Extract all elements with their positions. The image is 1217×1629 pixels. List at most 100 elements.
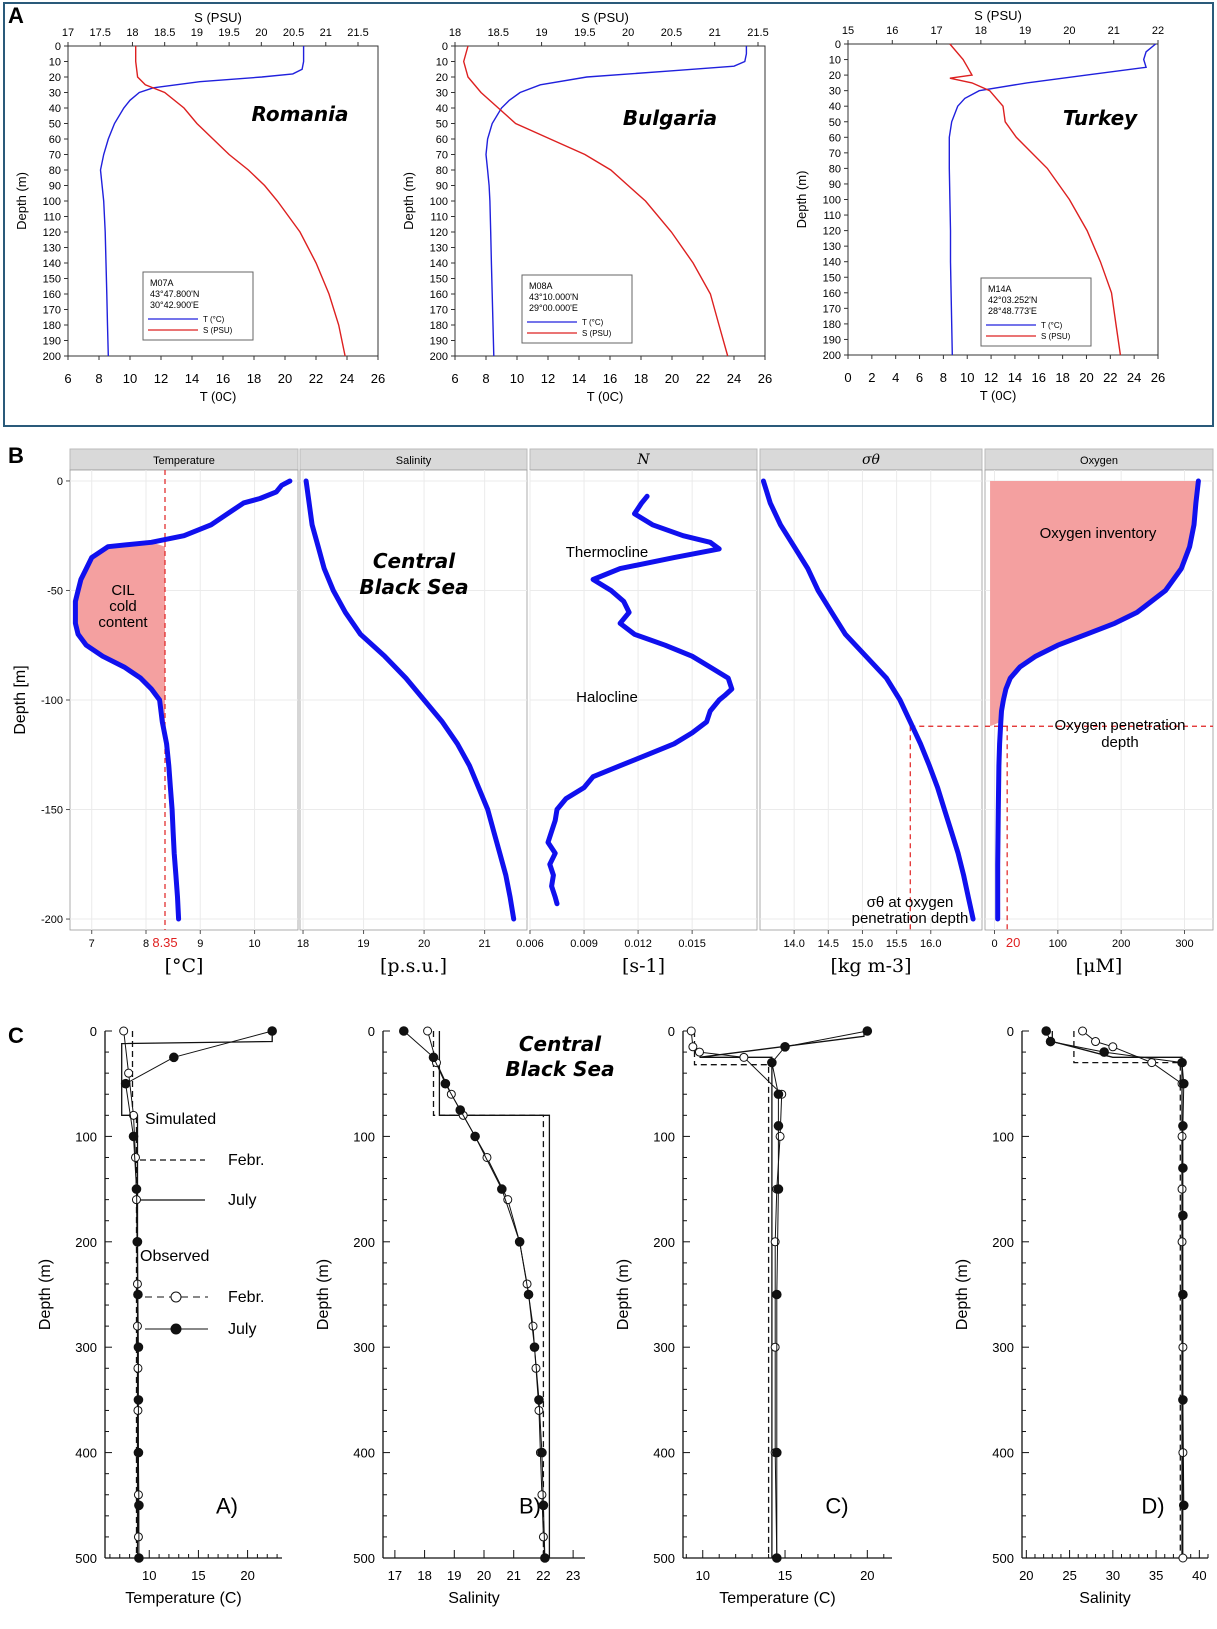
temperature-tick-label: 26 (1151, 370, 1165, 385)
legend-july-observed-label: July (228, 1321, 256, 1338)
x-tick-label: 8 (143, 938, 149, 950)
x-tick-label: 17 (388, 1568, 402, 1583)
salinity-tick-label: 17 (62, 27, 74, 39)
observed-july-marker (1178, 1289, 1188, 1300)
salinity-tick-label: 15 (842, 25, 854, 37)
salinity-tick-label: 21.5 (347, 27, 368, 39)
observed-july-marker (128, 1131, 139, 1142)
salinity-tick-label: 19 (191, 27, 203, 39)
observed-july-line (1045, 1030, 1185, 1506)
x-tick-label: 10 (248, 938, 260, 950)
observed-february-marker (1178, 1553, 1188, 1563)
depth-tick-label: 190 (823, 334, 841, 346)
salinity-tick-label: 17.5 (90, 27, 111, 39)
observed-february-marker (1177, 1131, 1187, 1141)
observed-july-marker (134, 1553, 144, 1563)
observed-july-marker (767, 1057, 777, 1068)
depth-tick-label: 160 (43, 289, 61, 301)
depth-tick-label: 200 (823, 350, 841, 362)
salinity-tick-label: 19 (535, 27, 547, 39)
y-axis-label: Depth (m) (615, 1259, 632, 1330)
temperature-tick-label: 18 (1055, 370, 1069, 385)
depth-tick-label: 50 (436, 119, 448, 131)
observed-july-marker (470, 1131, 480, 1142)
x-tick-label: 15 (191, 1568, 205, 1583)
ts-profile-romania: 0 10 20 30 40 50 60 70 80 90 100 110 120 130 140 150 160… (14, 10, 385, 404)
x-tick-label: 15.0 (852, 938, 873, 950)
y-tick-label: -100 (41, 695, 63, 707)
depth-tick-label: 140 (823, 257, 841, 269)
legend-salinity-label: S (PSU) (1041, 332, 1071, 341)
temperature-tick-label: 22 (309, 371, 323, 386)
observed-july-marker (133, 1342, 144, 1352)
salinity-tick-label: 19.5 (574, 27, 595, 39)
x-tick-label: 35 (1149, 1568, 1163, 1583)
y-tick-label: 100 (75, 1129, 97, 1144)
temperature-tick-label: 14 (185, 371, 199, 386)
observed-february-marker (130, 1152, 140, 1162)
observed-july-line (771, 1030, 868, 1558)
y-tick-label: 400 (653, 1446, 675, 1461)
facet-b_oxygen: Oxygen 0 100 200 300 [μM] 20 Oxygen inventory Ox… (984, 448, 1214, 977)
y-tick-label: 100 (353, 1129, 375, 1144)
depth-tick-label: 150 (823, 272, 841, 284)
observed-february-marker (119, 1026, 129, 1036)
depth-tick-label: 130 (823, 241, 841, 253)
observed-february-marker (1108, 1042, 1118, 1052)
temperature-tick-label: 12 (984, 370, 998, 385)
observed-july-marker (514, 1237, 525, 1247)
depth-tick-label: 90 (49, 181, 61, 193)
simulated-july-line (699, 1031, 865, 1558)
temperature-tick-label: 16 (1032, 370, 1046, 385)
y-tick-label: 300 (992, 1340, 1014, 1355)
temperature-tick-label: 10 (960, 370, 974, 385)
depth-tick-label: 130 (430, 243, 448, 255)
x-axis-label: [μM] (1076, 955, 1123, 977)
x-tick-label: 22 (536, 1568, 550, 1583)
panel-b-letter: B (8, 443, 24, 468)
x-tick-label: 18 (297, 938, 309, 950)
sigma-annotation-line: penetration depth (852, 910, 969, 927)
observed-february-marker (1147, 1058, 1157, 1068)
depth-tick-label: 100 (43, 196, 61, 208)
temperature-tick-label: 10 (123, 371, 137, 386)
simulated-february-line (693, 1031, 770, 1558)
observed-february-marker (1177, 1184, 1187, 1194)
cil-label-line: cold (109, 598, 137, 615)
y-tick-label: 500 (353, 1551, 375, 1566)
salinity-tick-label: 21 (709, 27, 721, 39)
salinity-tick-label: 20 (1063, 25, 1075, 37)
depth-tick-label: 190 (43, 336, 61, 348)
y-tick-label: 0 (668, 1024, 675, 1039)
legend-temperature-label: T (°C) (203, 315, 225, 324)
depth-tick-label: 0 (835, 39, 841, 51)
temperature-tick-label: 18 (247, 371, 261, 386)
temperature-tick-label: 6 (64, 371, 71, 386)
region-label: Romania (251, 102, 348, 126)
observed-july-marker (497, 1184, 507, 1194)
legend-salinity-label: S (PSU) (582, 329, 612, 338)
x-tick-label: 23 (566, 1568, 580, 1583)
x-tick-label: 0.012 (624, 938, 652, 950)
legend-observed-heading: Observed (140, 1248, 209, 1265)
salinity-tick-label: 20.5 (661, 27, 682, 39)
temperature-tick-label: 26 (371, 371, 385, 386)
x-tick-label: 0.006 (516, 938, 544, 950)
observed-february-marker (538, 1532, 548, 1542)
region-label-line: Central (373, 549, 456, 573)
observed-july-marker (1041, 1026, 1052, 1036)
salinity-tick-label: 21 (1108, 25, 1120, 37)
x-tick-label: 20 (1019, 1568, 1033, 1583)
depth-tick-label: 110 (430, 212, 448, 224)
y-tick-label: 200 (353, 1235, 375, 1250)
legend-simulated-heading: Simulated (145, 1111, 216, 1128)
observed-february-marker (423, 1026, 433, 1036)
y-tick-label: -150 (41, 805, 63, 817)
depth-tick-label: 60 (436, 134, 448, 146)
depth-tick-label: 160 (823, 288, 841, 300)
legend-salinity-label: S (PSU) (203, 326, 233, 335)
depth-tick-label: 60 (829, 132, 841, 144)
cil-label-line: content (98, 614, 148, 631)
